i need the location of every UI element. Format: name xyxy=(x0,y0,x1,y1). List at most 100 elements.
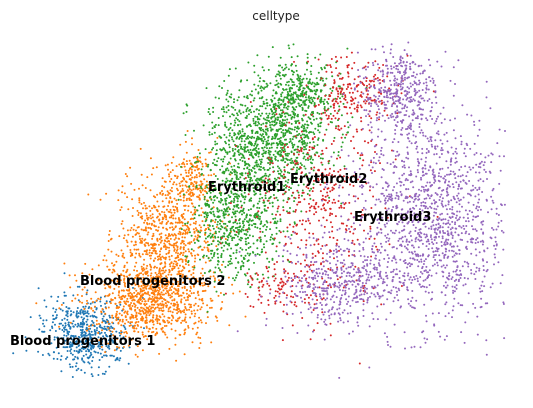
point xyxy=(253,165,256,168)
point xyxy=(322,138,325,141)
point xyxy=(173,211,176,214)
point xyxy=(159,253,161,256)
point xyxy=(227,128,230,131)
point xyxy=(244,172,247,175)
point xyxy=(330,286,332,289)
point xyxy=(342,286,345,289)
point xyxy=(319,183,322,186)
point xyxy=(267,139,270,142)
point xyxy=(202,255,205,258)
point xyxy=(156,322,159,325)
point xyxy=(12,352,15,355)
point xyxy=(233,230,236,233)
point xyxy=(151,216,154,219)
point xyxy=(200,187,203,190)
point xyxy=(285,121,288,124)
point xyxy=(158,309,161,312)
point xyxy=(156,229,159,232)
point xyxy=(120,296,123,298)
point xyxy=(125,289,128,292)
point xyxy=(300,194,303,197)
point xyxy=(165,208,168,211)
point xyxy=(344,96,347,98)
chart-title: celltype xyxy=(252,9,299,23)
point xyxy=(226,152,229,155)
point xyxy=(329,221,332,224)
point xyxy=(168,246,170,249)
point xyxy=(264,194,267,197)
point xyxy=(291,138,294,141)
point xyxy=(71,353,74,356)
point xyxy=(120,222,123,225)
point xyxy=(162,245,165,248)
point xyxy=(340,222,343,225)
point xyxy=(258,80,261,83)
point xyxy=(218,85,221,88)
point xyxy=(228,173,231,176)
point xyxy=(236,99,239,102)
point xyxy=(309,70,312,73)
point xyxy=(213,199,216,202)
point xyxy=(183,296,186,299)
point xyxy=(233,197,235,200)
point xyxy=(183,303,186,306)
point xyxy=(171,222,174,225)
point xyxy=(236,204,239,207)
point xyxy=(292,176,295,179)
point xyxy=(136,231,139,234)
point xyxy=(121,255,124,258)
point xyxy=(280,116,282,119)
point xyxy=(400,92,403,95)
point xyxy=(349,183,351,186)
point xyxy=(301,138,303,141)
point xyxy=(185,309,188,311)
point xyxy=(201,220,204,223)
point xyxy=(246,230,249,233)
point xyxy=(254,142,257,145)
point xyxy=(163,277,165,280)
point xyxy=(291,106,294,109)
point xyxy=(238,219,241,222)
point xyxy=(271,201,274,204)
point xyxy=(221,301,224,303)
point xyxy=(195,333,198,336)
point xyxy=(196,157,199,160)
point xyxy=(241,128,244,131)
point xyxy=(163,205,166,208)
point xyxy=(214,235,216,238)
point xyxy=(329,334,332,337)
point xyxy=(275,178,278,181)
point xyxy=(396,112,399,115)
point xyxy=(353,107,356,110)
point xyxy=(233,153,236,156)
point xyxy=(105,318,108,321)
point xyxy=(305,93,308,96)
point xyxy=(273,137,276,140)
point xyxy=(208,205,211,207)
point xyxy=(190,252,193,255)
point xyxy=(122,324,125,327)
point xyxy=(190,183,192,186)
point xyxy=(370,117,373,120)
point xyxy=(301,117,303,120)
point xyxy=(220,209,223,212)
point xyxy=(290,78,293,81)
point xyxy=(138,300,140,303)
point xyxy=(284,143,287,146)
point xyxy=(209,151,212,154)
point xyxy=(284,115,287,118)
point xyxy=(134,353,137,356)
point xyxy=(309,197,312,200)
point xyxy=(174,237,177,239)
point xyxy=(336,60,339,63)
point xyxy=(288,121,291,124)
point xyxy=(313,179,315,182)
point xyxy=(316,81,319,84)
point xyxy=(89,315,92,318)
point xyxy=(182,281,184,284)
point xyxy=(297,145,300,148)
point xyxy=(288,47,291,50)
point xyxy=(159,323,162,326)
point xyxy=(196,188,199,190)
point xyxy=(376,111,379,114)
